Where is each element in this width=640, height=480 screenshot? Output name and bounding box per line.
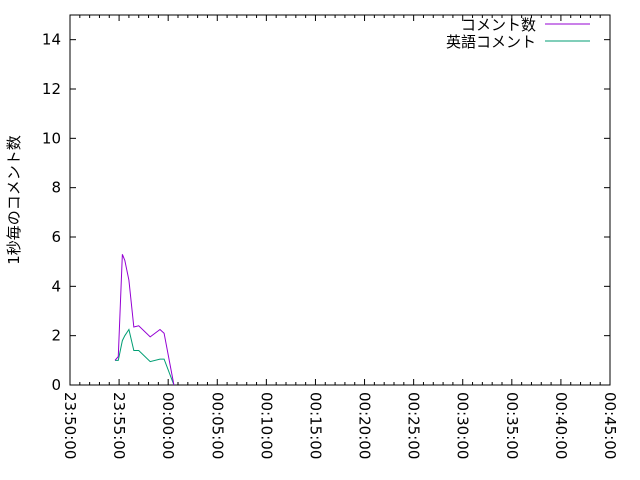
x-tick-label: 00:25:00 <box>405 392 423 459</box>
x-tick-label: 00:00:00 <box>159 392 177 459</box>
y-tick-label: 0 <box>51 376 61 394</box>
y-tick-label: 4 <box>51 277 61 295</box>
x-tick-label: 00:05:00 <box>208 392 226 459</box>
series-line <box>115 328 175 386</box>
plot-frame <box>69 14 611 386</box>
x-tick-label: 00:10:00 <box>257 392 275 459</box>
x-tick-label: 00:35:00 <box>503 392 521 459</box>
y-tick-label: 10 <box>42 129 61 147</box>
y-tick-label: 6 <box>51 228 61 246</box>
y-tick-label: 12 <box>42 80 61 98</box>
y-tick-label: 14 <box>42 31 61 49</box>
x-tick-label: 00:20:00 <box>356 392 374 459</box>
y-axis-label: 1秒毎のコメント数 <box>5 135 23 265</box>
x-tick-label: 23:50:00 <box>61 392 79 459</box>
y-tick-label: 2 <box>51 327 61 345</box>
legend-label: コメント数 <box>461 16 536 34</box>
series-line <box>114 254 175 386</box>
x-tick-label: 00:15:00 <box>306 392 324 459</box>
x-tick-label: 00:30:00 <box>454 392 472 459</box>
y-tick-label: 8 <box>51 179 61 197</box>
x-tick-label: 00:40:00 <box>552 392 570 459</box>
legend-label: 英語コメント <box>446 33 536 51</box>
x-tick-label: 23:55:00 <box>110 392 128 459</box>
x-tick-label: 00:45:00 <box>601 392 619 459</box>
